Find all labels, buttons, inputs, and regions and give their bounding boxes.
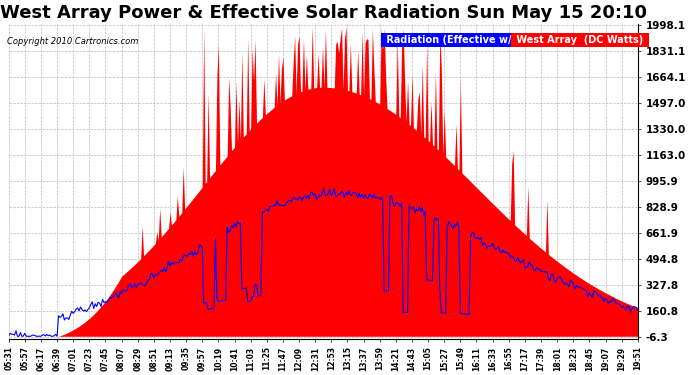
Text: West Array  (DC Watts): West Array (DC Watts) — [513, 35, 647, 45]
Text: Radiation (Effective w/m2): Radiation (Effective w/m2) — [383, 35, 536, 45]
Text: Copyright 2010 Cartronics.com: Copyright 2010 Cartronics.com — [7, 38, 138, 46]
Title: West Array Power & Effective Solar Radiation Sun May 15 20:10: West Array Power & Effective Solar Radia… — [0, 4, 647, 22]
